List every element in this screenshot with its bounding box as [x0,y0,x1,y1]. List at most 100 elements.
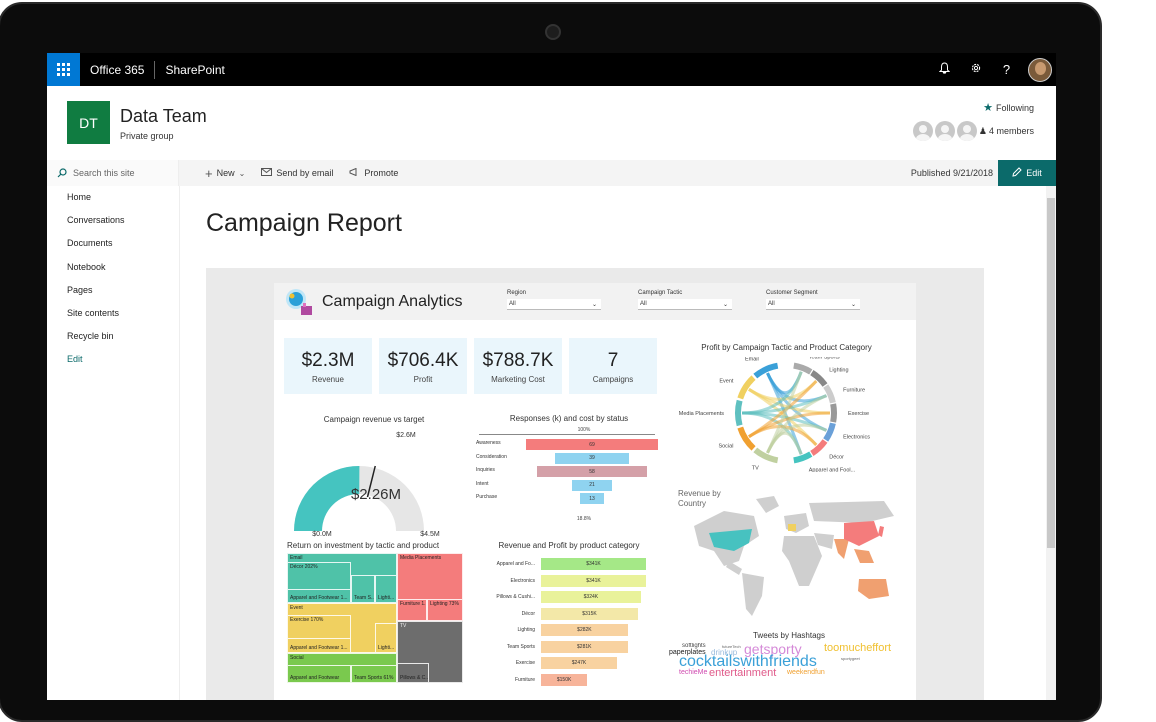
camera-icon [545,24,561,40]
treemap-cell[interactable]: Apparel and Footwear [287,665,351,683]
chord-label: Lighting [829,367,848,373]
nav-item-conversations[interactable]: Conversations [67,215,125,226]
word[interactable]: toomucheffort [824,643,892,654]
pencil-icon [1012,167,1022,179]
bar[interactable]: $324K [541,591,641,603]
funnel-bar[interactable]: 39 [554,452,630,464]
kpi-marketing-cost[interactable]: $788.7K Marketing Cost [474,338,562,394]
send-by-email-button[interactable]: Send by email [261,168,333,178]
treemap-cell[interactable]: Lighti... [375,623,397,653]
nav-item-notebook[interactable]: Notebook [67,261,106,272]
treemap-cell[interactable]: Team Sports 61% [351,665,397,683]
bar[interactable]: $281K [541,640,628,653]
nav-item-recycle-bin[interactable]: Recycle bin [67,331,114,342]
europe-shape [784,513,809,533]
funnel-bar[interactable]: 13 [579,493,605,504]
sharepoint-link[interactable]: SharePoint [165,62,225,77]
customer-segment-dropdown[interactable]: All ⌄ [766,299,860,310]
bell-icon[interactable] [929,62,960,77]
new-button[interactable]: + New ⌄ [205,166,245,181]
nav-item-pages[interactable]: Pages [67,284,93,295]
site-title[interactable]: Data Team [120,106,207,126]
treemap-cell[interactable]: Lighting 73% [427,599,463,621]
chord-arc[interactable] [823,422,836,442]
chord-arc[interactable] [735,399,743,427]
search-box[interactable]: Search this site [47,160,179,186]
treemap-cell[interactable]: Lighti... [375,575,397,603]
world-map[interactable] [684,491,904,621]
kpi-revenue[interactable]: $2.3M Revenue [284,338,372,394]
help-icon[interactable]: ? [1002,62,1011,77]
word[interactable]: softlights [682,643,706,649]
chord-arc[interactable] [793,362,813,375]
funnel-row-label: Consideration [476,453,507,460]
bar[interactable]: $341K [541,574,646,587]
chord-arc[interactable] [753,447,779,464]
word[interactable]: getsporty [744,643,802,657]
funnel-chart[interactable]: Awareness 69 Consideration 39 Inquiries 58 Int… [476,439,658,509]
word[interactable]: sportygeet [841,656,860,661]
chord-arc[interactable] [810,439,828,456]
campaign-tactic-filter[interactable]: Campaign Tactic All ⌄ [638,290,732,310]
chord-arc[interactable] [823,384,836,404]
chord-arc[interactable] [753,362,779,379]
chord-arc[interactable] [737,426,756,451]
chord-link[interactable] [766,431,803,455]
region-dropdown[interactable]: All ⌄ [507,299,601,310]
treemap-cell[interactable]: Apparel and Footwear 1... [287,589,351,603]
bar-chart[interactable]: Apparel and Fo... $341K Electronics $341K Pi… [479,558,659,698]
word[interactable]: paperplates [669,649,706,656]
treemap-cell[interactable]: Team S... [351,575,375,603]
bar[interactable]: $282K [541,624,628,636]
region-filter[interactable]: Region All ⌄ [507,290,601,310]
region-filter-label: Region [507,290,527,296]
kpi-profit[interactable]: $706.4K Profit [379,338,467,394]
chord-label: Furniture [843,387,865,393]
chord-label: TV [752,465,759,471]
chord-chart[interactable]: Email Event Media Placements Social TV Team S… [674,357,904,472]
following-button[interactable]: ★ Following [983,101,1034,114]
nav-item-home[interactable]: Home [67,192,92,202]
scrollbar-thumb[interactable] [1047,198,1055,548]
word[interactable]: cocktailswithfriends [679,653,817,670]
treemap-cell[interactable]: Apparel and Footwear 1... [287,638,351,653]
app-launcher-button[interactable] [47,53,80,86]
treemap-cell[interactable]: Furniture 1... [397,599,427,621]
word-cloud[interactable]: softlights paperplates drinkup getsporty… [669,643,909,700]
word[interactable]: futureTech [722,644,741,649]
user-avatar[interactable] [1028,57,1052,82]
gear-icon[interactable] [960,62,991,77]
chord-arc[interactable] [737,375,756,400]
treemap-chart[interactable]: Email Décor 202% Apparel and Footwear 1...… [287,553,463,683]
campaign-tactic-dropdown[interactable]: All ⌄ [638,299,732,310]
office-365-link[interactable]: Office 365 [90,62,145,77]
bar[interactable]: $247K [541,657,618,669]
bar[interactable]: $150K [541,673,588,686]
edit-button[interactable]: Edit [998,160,1056,186]
customer-segment-filter[interactable]: Customer Segment All ⌄ [766,290,860,310]
kpi-campaigns[interactable]: 7 Campaigns [569,338,657,394]
gauge-chart[interactable] [294,431,484,541]
nav-item-site-contents[interactable]: Site contents [67,307,120,318]
bar[interactable]: $315K [541,607,638,620]
members-button[interactable]: ♟ 4 members [912,121,1034,141]
treemap-cell[interactable]: Pillows & C... [397,663,429,683]
word[interactable]: techieMe [679,669,708,676]
chord-label: Apparel and Fool... [809,467,856,472]
word[interactable]: weekendfun [787,669,825,676]
china-shape [844,521,879,546]
nav-edit-link[interactable]: Edit [67,354,83,365]
chord-arc[interactable] [793,451,813,464]
funnel-bar[interactable]: 58 [536,466,648,477]
promote-button[interactable]: Promote [349,167,398,178]
chord-arc[interactable] [810,370,828,387]
bar[interactable]: $341K [541,558,646,570]
word[interactable]: drinkup [711,648,738,657]
word[interactable]: entertainment [709,667,777,679]
site-logo[interactable]: DT [67,101,110,144]
funnel-bar[interactable]: 69 [526,439,658,450]
page-scrollbar[interactable] [1046,186,1056,700]
funnel-bar[interactable]: 21 [571,479,613,491]
nav-item-documents[interactable]: Documents [67,238,113,249]
chord-arc[interactable] [830,403,837,423]
